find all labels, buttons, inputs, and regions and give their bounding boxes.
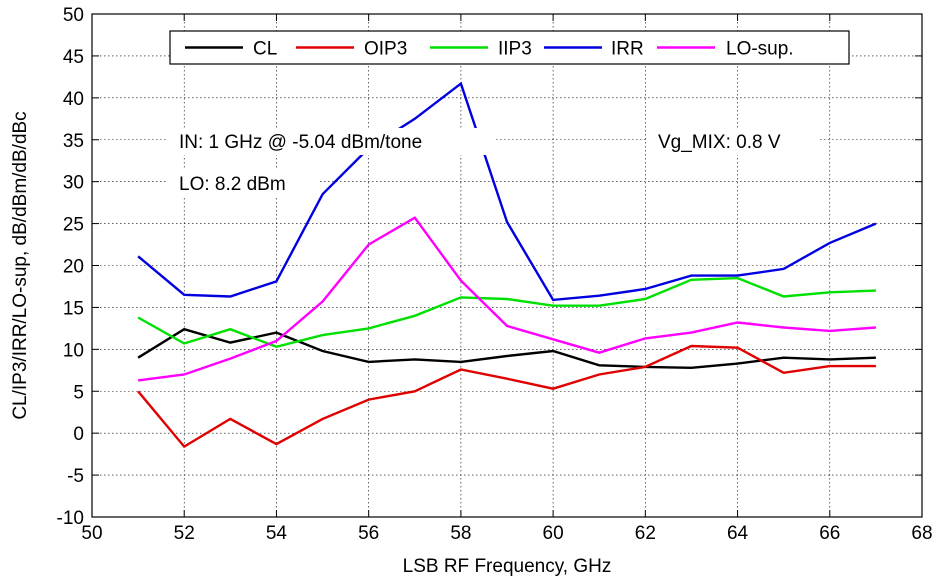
- annotation-vg: Vg_MIX: 0.8 V: [658, 132, 781, 153]
- y-tick-label: 10: [63, 340, 84, 361]
- x-tick-label: 62: [635, 523, 656, 544]
- y-tick-label: 45: [63, 47, 84, 68]
- y-tick-label: -5: [67, 466, 84, 487]
- y-tick-label: 30: [63, 173, 84, 194]
- annotation-box-vg: [646, 128, 818, 155]
- legend-label: CL: [253, 39, 277, 60]
- y-tick-label: 50: [63, 5, 84, 26]
- y-tick-label: 40: [63, 89, 84, 110]
- y-tick-label: 0: [73, 424, 84, 445]
- y-tick-label: -10: [57, 508, 84, 529]
- x-tick-label: 56: [358, 523, 379, 544]
- legend-box: [169, 30, 850, 65]
- x-tick-label: 60: [543, 523, 564, 544]
- annotations: IN: 1 GHz @ -5.04 dBm/tone LO: 8.2 dBm Vg_…: [167, 128, 818, 197]
- y-tick-label: 35: [63, 131, 84, 152]
- legend-label: OIP3: [364, 39, 407, 60]
- x-tick-label: 54: [266, 523, 288, 544]
- annotation-box-lo: [167, 170, 319, 197]
- legend-label: IRR: [611, 39, 644, 60]
- legend-label: LO-sup.: [726, 39, 794, 60]
- series-lines: [137, 81, 877, 449]
- x-tick-label: 64: [727, 523, 749, 544]
- annotation-lo: LO: 8.2 dBm: [179, 174, 286, 195]
- annotation-in: IN: 1 GHz @ -5.04 dBm/tone: [179, 132, 422, 153]
- x-tick-label: 58: [450, 523, 471, 544]
- annotation-box-in: [167, 128, 495, 155]
- series-line-lo-sup: [137, 216, 876, 382]
- series-line-cl: [137, 327, 876, 370]
- legend-label: IIP3: [498, 39, 532, 60]
- x-tick-label: 52: [174, 523, 195, 544]
- x-tick-label: 68: [911, 523, 932, 544]
- series-line-irr: [137, 81, 877, 302]
- x-axis-label: LSB RF Frequency, GHz: [403, 556, 612, 577]
- x-tick-label: 66: [819, 523, 840, 544]
- series-line-oip3: [137, 344, 876, 449]
- axis-ticks: 50 52 54 56 58 60 62 64 66 68 -10 -5 0 5 10 15 20 25 30 35 4…: [57, 5, 933, 544]
- series-line-iip3: [137, 276, 876, 349]
- y-tick-label: 5: [73, 382, 84, 403]
- x-tick-label: 50: [81, 523, 102, 544]
- y-tick-label: 25: [63, 215, 84, 236]
- y-axis-label: CL/IP3/IRR/LO-sup, dB/dBm/dB/dBc: [10, 111, 31, 419]
- y-tick-label: 20: [63, 257, 84, 278]
- legend: CL OIP3 IIP3 IRR LO-sup.: [169, 30, 850, 65]
- y-tick-label: 15: [63, 298, 84, 319]
